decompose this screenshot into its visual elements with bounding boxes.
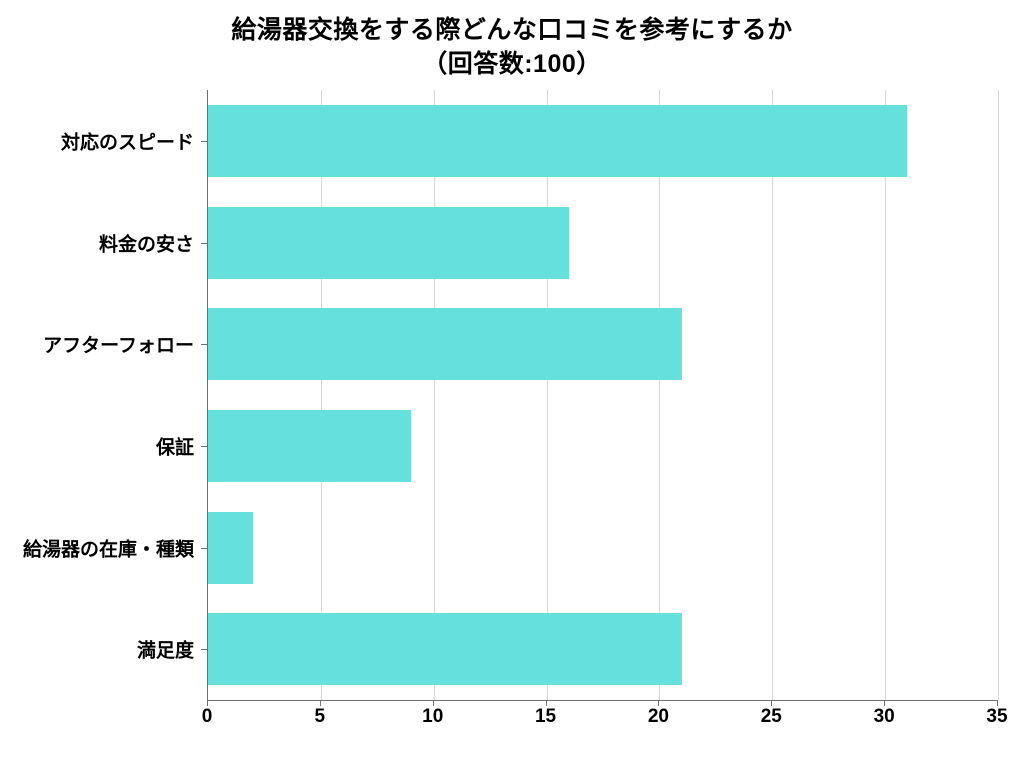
gridline <box>772 90 773 700</box>
gridline <box>547 90 548 700</box>
chart-container: 給湯器交換をする際どんな口コミを参考にするか （回答数:100） 対応のスピード… <box>0 0 1024 768</box>
chart-title-line1: 給湯器交換をする際どんな口コミを参考にするか <box>231 16 792 44</box>
gridline <box>659 90 660 700</box>
gridline <box>885 90 886 700</box>
x-axis-tick-label: 30 <box>874 706 895 728</box>
chart-title: 給湯器交換をする際どんな口コミを参考にするか （回答数:100） <box>0 14 1024 82</box>
y-axis-label: アフターフォロー <box>4 331 194 358</box>
x-axis-tick-label: 15 <box>535 706 556 728</box>
y-axis-label: 保証 <box>4 432 194 459</box>
x-axis-tick-label: 25 <box>761 706 782 728</box>
plot-area <box>207 90 998 701</box>
y-tick-mark <box>201 344 207 345</box>
bar <box>208 207 569 279</box>
y-tick-mark <box>201 649 207 650</box>
y-axis-label: 給湯器の在庫・種類 <box>4 534 194 561</box>
bar <box>208 410 411 482</box>
y-tick-mark <box>201 141 207 142</box>
y-axis-label: 満足度 <box>4 636 194 663</box>
y-tick-mark <box>201 548 207 549</box>
y-axis-label: 料金の安さ <box>4 229 194 256</box>
x-axis-tick-label: 35 <box>986 706 1007 728</box>
y-tick-mark <box>201 446 207 447</box>
x-axis-tick-label: 10 <box>422 706 443 728</box>
gridline <box>998 90 999 700</box>
bar <box>208 308 682 380</box>
x-axis-tick-label: 0 <box>202 706 213 728</box>
bar <box>208 512 253 584</box>
gridline <box>434 90 435 700</box>
x-axis-tick-label: 5 <box>315 706 326 728</box>
y-axis-label: 対応のスピード <box>4 127 194 154</box>
gridline <box>321 90 322 700</box>
bar <box>208 613 682 685</box>
y-tick-mark <box>201 243 207 244</box>
x-axis-tick-label: 20 <box>648 706 669 728</box>
bar <box>208 105 908 177</box>
chart-title-line2: （回答数:100） <box>422 50 602 78</box>
